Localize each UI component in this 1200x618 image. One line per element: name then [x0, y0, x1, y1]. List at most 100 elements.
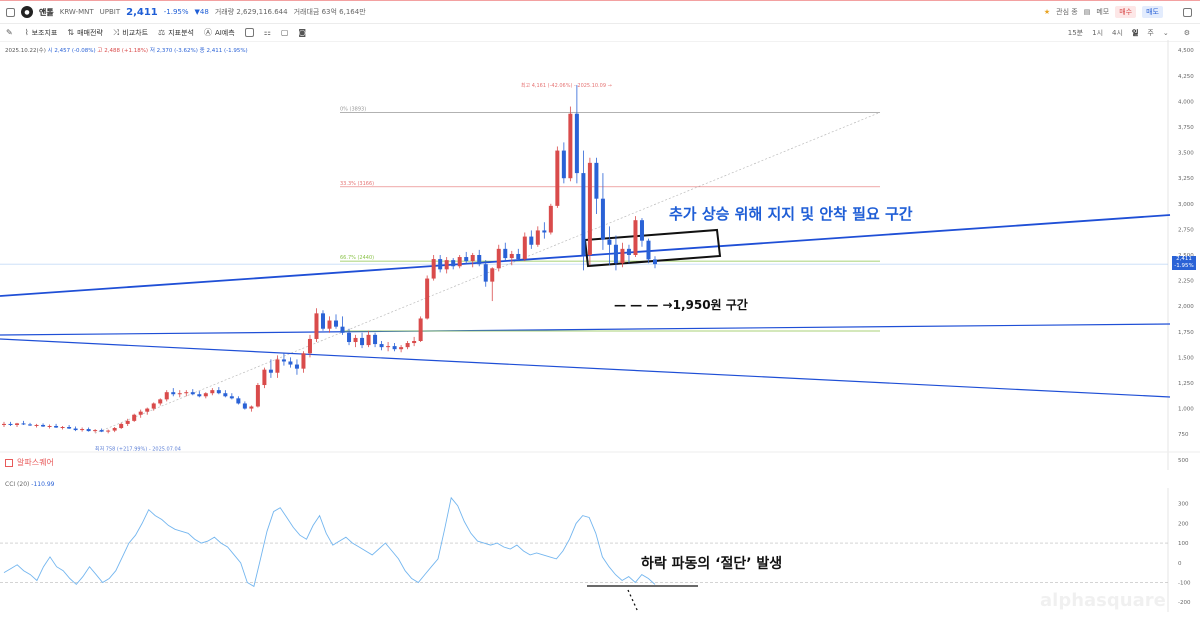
toolbar-item-ai[interactable]: Ⓐ AI예측 [204, 27, 235, 38]
cci-line [3, 496, 656, 588]
last-price-tag: 2,411 -1.95% [1172, 256, 1196, 270]
candle-body [653, 259, 657, 265]
candle-body [268, 369, 273, 373]
price-change-abs: ▼48 [194, 8, 209, 16]
toolbar-item-label: AI예측 [214, 28, 235, 37]
candle-body [360, 337, 365, 346]
fib-level-label: 0% (3893) [340, 106, 366, 112]
last-price-value: 2,411 [1176, 256, 1192, 262]
sell-button[interactable]: 매도 [1142, 6, 1163, 18]
price-tick-label: 2,000 [1178, 304, 1194, 310]
price-tick-label: 4,500 [1178, 48, 1194, 54]
save-icon: ▢ [280, 28, 289, 37]
candle-body [386, 346, 391, 348]
memo-icon[interactable]: ▤ [1083, 8, 1091, 16]
timeframe-4h[interactable]: 4시 [1112, 28, 1123, 37]
candle-body [125, 420, 130, 424]
ohlc-info: 2025.10.22(수) 시 2,457 (-0.08%) 고 2,488 (… [5, 46, 248, 54]
ohlc-low: 저 2,370 (-3.62%) [149, 48, 198, 54]
panel-toggle-icon[interactable] [1183, 7, 1192, 17]
candle-body [320, 313, 325, 329]
price-tick-label: 750 [1178, 432, 1189, 438]
candle-body [626, 248, 631, 255]
favorite-button[interactable]: 관심 종 [1056, 8, 1078, 16]
candle-body [307, 338, 312, 354]
candle-body [646, 240, 651, 260]
candle-body [366, 334, 371, 346]
candle-body [2, 423, 6, 425]
ohlc-close: 종 2,411 (-1.95%) [199, 48, 248, 54]
layout-button[interactable] [244, 28, 254, 37]
timeframe-1h[interactable]: 1시 [1092, 28, 1104, 37]
indicator-panel-name: 알파스퀘어 [17, 458, 54, 467]
toolbar-item-analysis[interactable]: ⚖ 지표분석 [158, 28, 194, 38]
candle-body [516, 253, 521, 260]
candle-body [132, 414, 137, 421]
screenshot-button[interactable]: ◙ [298, 28, 306, 37]
candle-body [197, 394, 202, 397]
candle-body [405, 343, 410, 348]
candle-body [54, 425, 59, 428]
candle-body [633, 220, 638, 255]
candle-body [138, 411, 143, 415]
candle-body [314, 313, 319, 339]
candle-body [301, 353, 306, 369]
settings-icon[interactable]: ⚙ [1183, 28, 1190, 37]
cci-tick-label: -200 [1178, 600, 1191, 606]
candle-body [607, 239, 612, 245]
draw-tool-button[interactable]: ✎ [6, 28, 13, 37]
candle-body [529, 236, 534, 245]
template-button[interactable]: ⚏ [264, 28, 271, 37]
candle-body [464, 257, 469, 262]
top-bar: ● 앤톨 KRW-MNT UPBIT 2,411 -1.95% ▼48 거래량 … [0, 0, 1200, 24]
fib-level-label: 33.3% (3166) [340, 181, 374, 187]
sidebar-toggle-icon[interactable] [6, 7, 15, 17]
ai-icon: Ⓐ [203, 28, 212, 37]
indicator-panel-icon [5, 458, 13, 467]
favorite-icon[interactable]: ★ [1043, 8, 1051, 16]
watermark-logo: alphasquare [1040, 590, 1166, 611]
exchange-name: UPBIT [99, 8, 121, 16]
timeframe-dropdown-icon[interactable]: ⌄ [1162, 28, 1169, 37]
price-tick-label: 2,750 [1178, 227, 1194, 233]
market-code: KRW-MNT [59, 8, 94, 16]
timeframe-day[interactable]: 일 [1131, 28, 1139, 37]
memo-button[interactable]: 메모 [1096, 8, 1110, 16]
timeframe-week[interactable]: 주 [1147, 28, 1154, 37]
candle-body [327, 320, 332, 329]
candle-body [60, 427, 65, 428]
buy-button[interactable]: 매수 [1115, 6, 1137, 18]
cci-tick-label: 300 [1178, 502, 1189, 508]
candle-body [477, 255, 482, 265]
price-tick-label: 4,250 [1178, 74, 1194, 80]
price-tick-label: 1,750 [1178, 330, 1194, 336]
candle-body [21, 423, 26, 425]
candle-body [334, 320, 339, 327]
toolbar-item-strategy[interactable]: ⇅ 매매전략 [67, 28, 102, 38]
timeframe-15m[interactable]: 15분 [1067, 28, 1084, 37]
candle-body [353, 337, 358, 343]
candle-body [281, 359, 286, 362]
candle-body [34, 424, 39, 426]
cci-cut-dotted-line [627, 589, 639, 613]
candle-body [561, 150, 566, 179]
cci-legend: CCI (20) -110.99 [5, 481, 54, 488]
candle-body [288, 361, 293, 365]
pencil-icon: ✎ [6, 28, 13, 37]
candle-body [509, 253, 514, 259]
toolbar-item-indicators[interactable]: ⌇ 보조지표 [25, 28, 58, 38]
candle-body [620, 248, 625, 264]
compare-icon: ⤨ [112, 27, 120, 37]
candle-body [145, 408, 150, 412]
toolbar-item-label: 비교차트 [122, 28, 149, 37]
candle-body [203, 393, 208, 397]
candle-body [444, 260, 449, 270]
candle-body [184, 392, 189, 394]
candle-body [177, 393, 182, 395]
candle-body [151, 403, 156, 409]
candle-body [431, 259, 436, 279]
toolbar-item-compare[interactable]: ⤨ 비교차트 [113, 28, 148, 38]
save-button[interactable]: ▢ [281, 28, 289, 37]
price-tick-label: 500 [1178, 458, 1189, 464]
